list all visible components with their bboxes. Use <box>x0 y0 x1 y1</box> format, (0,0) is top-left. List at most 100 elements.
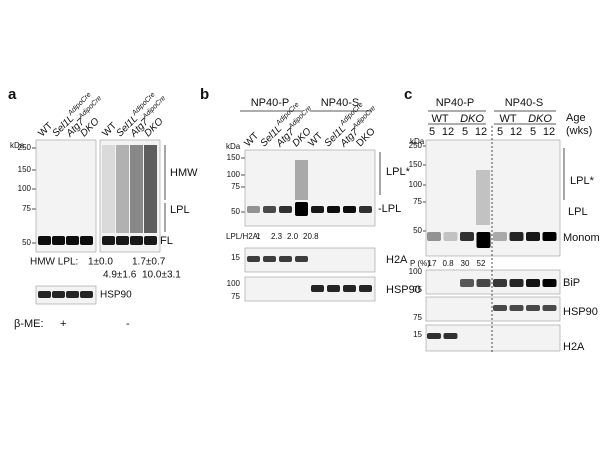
age-value: 5 <box>462 126 468 138</box>
panel-label: b <box>200 86 209 103</box>
marker: 100 <box>18 184 32 193</box>
band <box>509 279 524 287</box>
band <box>460 232 474 241</box>
band <box>526 305 540 311</box>
band <box>130 236 143 245</box>
marker: 75 <box>413 285 422 294</box>
band <box>247 256 260 262</box>
ratio-value: 1 <box>256 232 261 241</box>
band-label: -LPL <box>378 203 401 215</box>
bme-value: - <box>126 318 130 330</box>
quant-value: 4.9±1.6 <box>103 270 137 281</box>
marker: 75 <box>231 182 240 191</box>
band <box>327 285 340 292</box>
marker: 75 <box>413 313 422 322</box>
marker: 15 <box>231 253 240 262</box>
age-value: 5 <box>497 126 503 138</box>
quant-label: HMW LPL: <box>30 257 78 268</box>
band <box>263 256 276 262</box>
band <box>526 279 540 287</box>
bme-label: β-ME: <box>14 318 44 330</box>
marker: 150 <box>18 165 32 174</box>
panel-label: c <box>404 86 412 103</box>
band <box>311 285 324 292</box>
band <box>493 305 507 311</box>
lane-name: WT <box>242 130 261 149</box>
smear <box>130 145 143 233</box>
lane-label: DKO <box>354 126 377 149</box>
band <box>542 232 557 241</box>
ratio-label: LPL/H2A: <box>226 232 260 241</box>
band <box>460 279 474 287</box>
group-label: NP40-P <box>436 97 475 109</box>
band-label: LPL <box>568 206 588 218</box>
marker: 15 <box>413 330 422 339</box>
p-value: 30 <box>461 259 470 268</box>
blot-label: BiP <box>563 277 580 289</box>
band <box>66 236 79 245</box>
band <box>38 291 51 298</box>
panel-label: a <box>8 86 17 103</box>
marker: 100 <box>409 180 423 189</box>
age-value: 5 <box>530 126 536 138</box>
smear <box>295 160 308 200</box>
band <box>443 333 458 339</box>
blot-label: H2A <box>563 341 585 353</box>
group-label: NP40-S <box>321 97 360 109</box>
band-label: HMW <box>170 167 198 179</box>
kda-label: kDa <box>10 141 25 150</box>
group-label: NP40-S <box>505 97 544 109</box>
band <box>327 206 340 213</box>
marker: 75 <box>231 292 240 301</box>
band <box>52 291 65 298</box>
band-label: LPL* <box>570 175 595 187</box>
age-value: 12 <box>442 126 454 138</box>
band <box>102 236 115 245</box>
band <box>295 256 308 262</box>
blot <box>244 149 376 227</box>
marker: 150 <box>409 160 423 169</box>
smear <box>102 145 115 233</box>
band <box>263 206 276 213</box>
age-value: 12 <box>510 126 522 138</box>
band <box>38 236 51 245</box>
band <box>542 305 557 311</box>
blot-label: H2A <box>386 254 408 266</box>
band <box>493 279 507 287</box>
kda-label: kDa <box>410 137 425 146</box>
band <box>279 256 292 262</box>
p-label: P (%) <box>410 259 430 268</box>
group-label: NP40-P <box>251 97 290 109</box>
ratio-value: 20.8 <box>303 232 319 241</box>
p-value: 0.8 <box>442 259 454 268</box>
band <box>542 279 557 287</box>
smear <box>116 145 129 233</box>
band <box>476 232 491 248</box>
genotype-label: WT <box>499 113 516 125</box>
genotype-label: WT <box>431 113 448 125</box>
band <box>80 291 93 298</box>
smear <box>476 170 490 225</box>
p-value: 17 <box>428 259 437 268</box>
age-value: 12 <box>543 126 555 138</box>
marker: 250 <box>18 143 32 152</box>
marker: 150 <box>227 153 241 162</box>
marker: 50 <box>22 238 31 247</box>
age-label: (wks) <box>566 125 592 137</box>
band <box>443 232 458 241</box>
band <box>247 206 260 213</box>
band <box>80 236 93 245</box>
genotype-label: DKO <box>460 113 484 125</box>
marker: 50 <box>231 207 240 216</box>
quant-value: 10.0±3.1 <box>142 270 181 281</box>
ratio-value: 2.0 <box>287 232 299 241</box>
marker: 50 <box>413 226 422 235</box>
blot-label: HSP90 <box>386 284 421 296</box>
band <box>509 232 524 241</box>
band <box>526 232 540 241</box>
band <box>52 236 65 245</box>
marker: 100 <box>227 279 241 288</box>
band <box>427 232 441 241</box>
band-label: LPL <box>170 204 190 216</box>
